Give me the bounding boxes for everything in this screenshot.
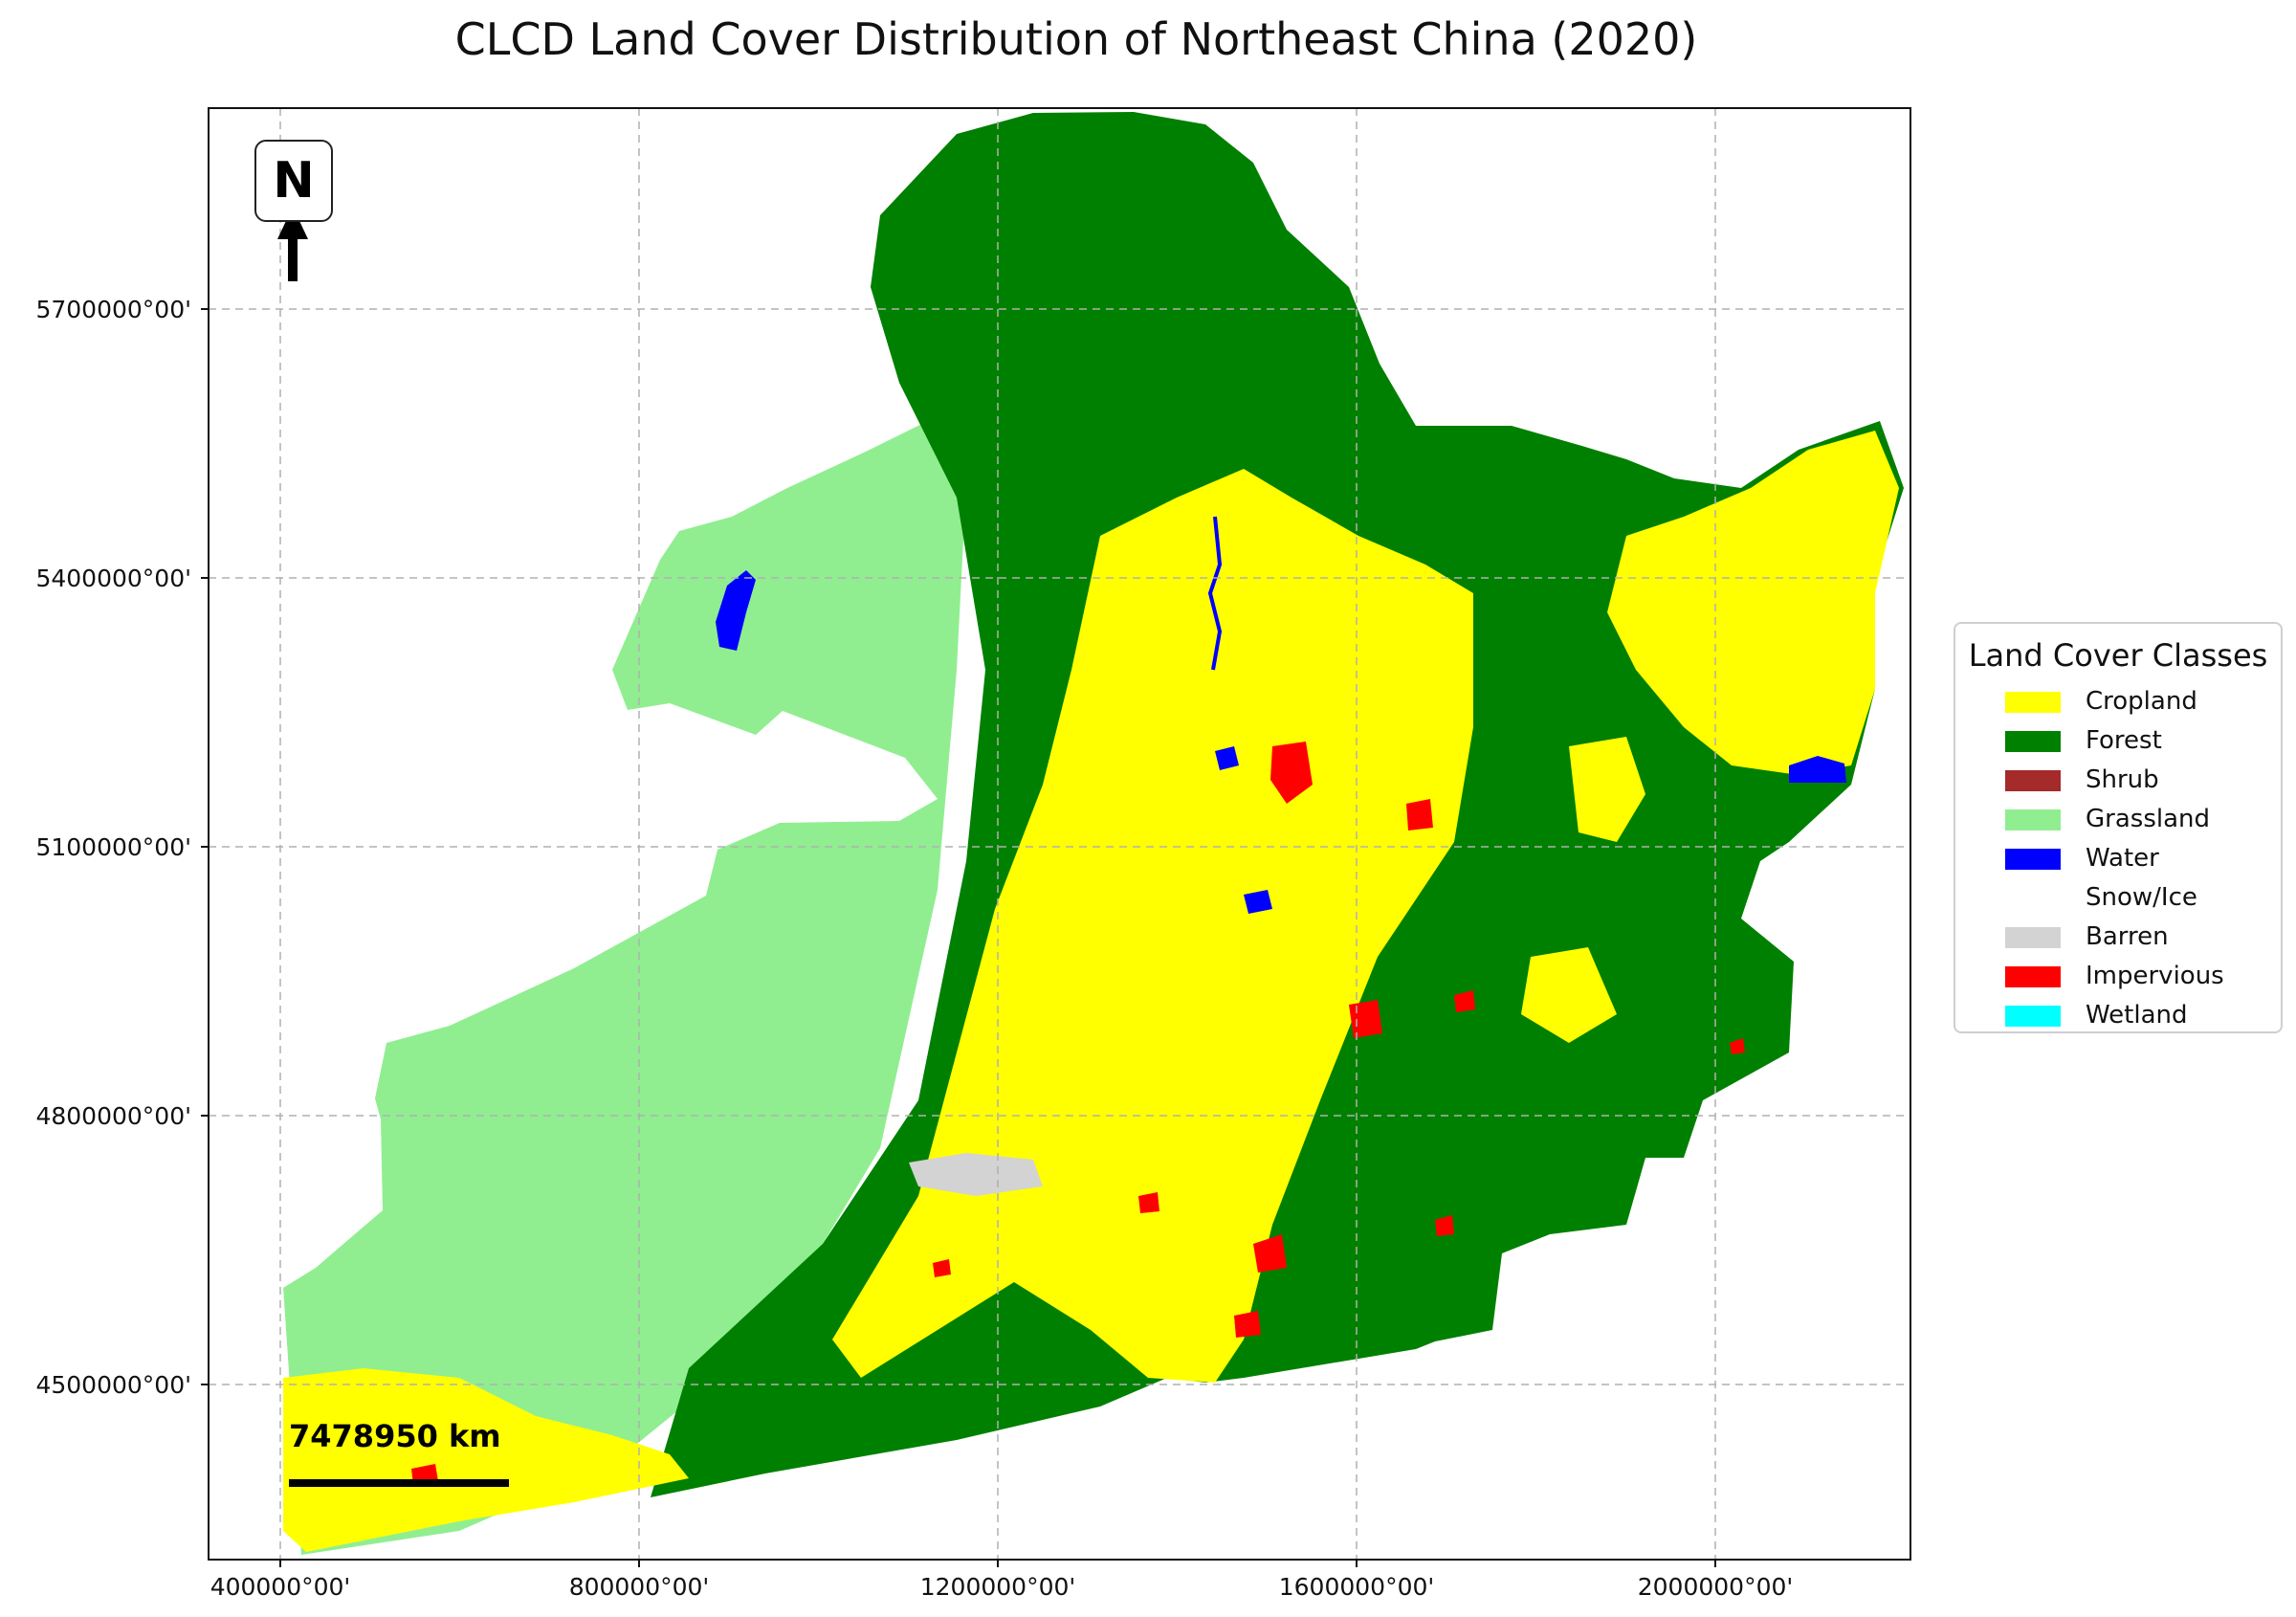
urban-shenyang xyxy=(1253,1234,1287,1273)
region-cropland-east-patch xyxy=(1569,737,1645,842)
x-tick-label: 400000°00' xyxy=(210,1573,351,1601)
y-tick-label: 4500000°00' xyxy=(35,1371,191,1399)
map-title: CLCD Land Cover Distribution of Northeas… xyxy=(454,13,1698,65)
urban-city-6 xyxy=(1138,1192,1159,1213)
scale-bar-label: 7478950 km xyxy=(289,1418,501,1454)
urban-city-4 xyxy=(1406,799,1433,831)
water-xingkai-lake xyxy=(1789,756,1846,783)
legend-label: Grassland xyxy=(2086,805,2210,833)
land-cover-raster xyxy=(283,112,1904,1555)
y-tick-label: 5700000°00' xyxy=(35,296,191,323)
urban-city-9 xyxy=(933,1259,951,1277)
urban-city-5 xyxy=(1234,1311,1261,1338)
tick-marks xyxy=(201,308,1716,1567)
axes-frame xyxy=(208,107,1911,1561)
water-reservoir-1 xyxy=(1215,746,1239,770)
legend-label: Cropland xyxy=(2086,687,2197,716)
y-tick-label: 5100000°00' xyxy=(35,833,191,861)
y-tick-label: 5400000°00' xyxy=(35,565,191,592)
region-grassland xyxy=(283,411,966,1555)
legend-title: Land Cover Classes xyxy=(1968,637,2268,674)
legend-swatch xyxy=(2005,731,2061,752)
water-songhua-river xyxy=(1207,516,1223,671)
legend-swatch xyxy=(2005,966,2061,987)
legend-swatch xyxy=(2005,1006,2061,1027)
x-tick-label: 1600000°00' xyxy=(1278,1573,1435,1601)
urban-harbin xyxy=(1270,742,1313,804)
region-cropland-central xyxy=(832,469,1473,1383)
legend-swatch xyxy=(2005,849,2061,870)
region-barren xyxy=(909,1153,1043,1196)
region-cropland-south-patch xyxy=(1521,947,1617,1043)
legend-swatch xyxy=(2005,927,2061,948)
y-tick-label: 4800000°00' xyxy=(35,1102,191,1130)
urban-city-7 xyxy=(1454,990,1475,1012)
region-cropland-southwest xyxy=(283,1368,689,1552)
legend: Land Cover Classes Cropland Forest Shrub… xyxy=(1954,622,2283,1033)
water-hulun-lake xyxy=(716,570,756,651)
legend-label: Shrub xyxy=(2086,765,2159,794)
urban-city-11 xyxy=(1730,1038,1745,1054)
x-tick-label: 1200000°00' xyxy=(919,1573,1076,1601)
legend-label: Impervious xyxy=(2086,962,2224,990)
legend-label: Forest xyxy=(2086,726,2162,755)
water-reservoir-2 xyxy=(1244,890,1272,914)
north-arrow-icon xyxy=(277,207,308,281)
x-tick-label: 800000°00' xyxy=(568,1573,710,1601)
legend-swatch xyxy=(2005,770,2061,791)
legend-label: Barren xyxy=(2086,922,2169,951)
legend-label: Wetland xyxy=(2086,1001,2188,1030)
legend-swatch xyxy=(2005,809,2061,831)
legend-swatch xyxy=(2005,692,2061,713)
legend-label: Water xyxy=(2086,844,2159,873)
legend-label: Snow/Ice xyxy=(2086,883,2197,912)
x-tick-label: 2000000°00' xyxy=(1637,1573,1794,1601)
urban-city-10 xyxy=(1435,1215,1454,1236)
region-cropland-northeast xyxy=(1607,431,1899,775)
gridlines xyxy=(209,108,1910,1560)
north-label: N xyxy=(254,140,333,222)
urban-changchun xyxy=(1349,1000,1382,1038)
legend-swatch xyxy=(2005,888,2061,909)
